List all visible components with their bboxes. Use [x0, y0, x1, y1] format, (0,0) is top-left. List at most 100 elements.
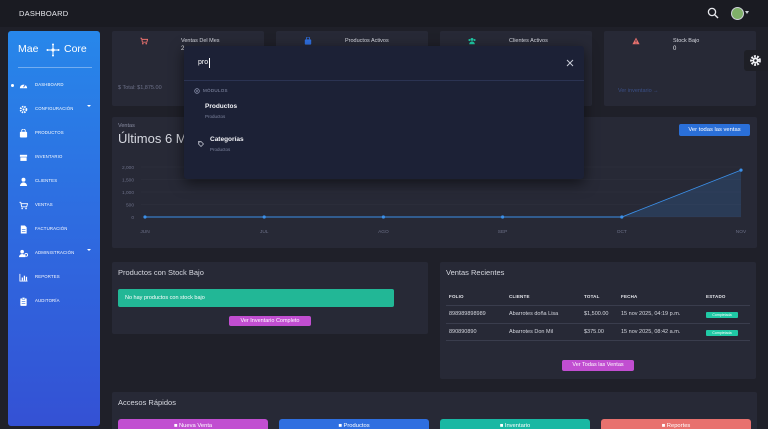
sidebar-item-facturacion[interactable]: FACTURACIÓN	[8, 223, 100, 237]
chevron-down-icon[interactable]	[745, 11, 749, 14]
table-header: CLIENTE	[509, 294, 530, 299]
chart-series-line	[145, 169, 742, 218]
search-modal: pro MÓDULOS Productos Productos Categorí…	[184, 46, 584, 179]
chart-point	[739, 168, 743, 172]
quick-button-label: Productos	[343, 423, 370, 429]
stat-footer: $ Total: $1,875.00	[118, 85, 162, 91]
chart-icon: ■	[661, 423, 667, 429]
sidebar-item-reportes[interactable]: REPORTES	[8, 271, 100, 285]
active-indicator	[11, 84, 14, 87]
top-bar: DASHBOARD	[0, 0, 768, 27]
search-input[interactable]: pro	[198, 59, 209, 66]
module-icon	[194, 88, 200, 94]
chart-y-tick-label: 2,000	[122, 165, 134, 171]
cart-icon	[140, 37, 148, 45]
stat-value: 2	[181, 46, 185, 52]
brand-logo[interactable]: Mae Core	[18, 43, 92, 57]
chart-x-tick-label: SEP	[498, 229, 508, 235]
cart-icon: ■	[173, 423, 179, 429]
quick-new-sale-button[interactable]: ■ Nueva Venta	[118, 419, 268, 429]
settings-button[interactable]	[744, 50, 768, 71]
chart-point	[381, 215, 385, 219]
section-title: Accesos Rápidos	[118, 398, 176, 407]
brand-name-right: Core	[64, 43, 87, 55]
recent-sales-card: Ventas Recientes	[440, 262, 756, 379]
sidebar-item-label: INVENTARIO	[35, 154, 63, 159]
users-cog-icon	[19, 249, 28, 258]
chart-y-tick-label: 1,500	[122, 177, 134, 183]
sidebar-item-label: VENTAS	[35, 202, 53, 207]
close-icon[interactable]	[566, 59, 574, 67]
table-cell: 898989898989	[449, 311, 486, 317]
inventory-link[interactable]: Ver inventario →	[618, 88, 659, 94]
quick-button-label: Inventario	[504, 423, 531, 429]
sidebar-item-label: AUDITORÍA	[35, 298, 60, 303]
table-header: TOTAL	[584, 294, 600, 299]
sidebar-item-label: REPORTES	[35, 274, 60, 279]
chart-point	[262, 215, 266, 219]
view-all-sales-button[interactable]: Ver todas las ventas	[679, 124, 750, 136]
invoice-icon	[20, 225, 27, 234]
brand-name-left: Mae	[18, 43, 39, 55]
sidebar-item-dashboard[interactable]: DASHBOARD	[8, 79, 100, 93]
sidebar-item-ventas[interactable]: VENTAS	[8, 199, 100, 213]
sidebar-item-productos[interactable]: PRODUCTOS	[8, 127, 100, 141]
chart-point	[620, 215, 624, 219]
stat-label: Productos Activos	[345, 38, 389, 44]
chevron-down-icon	[87, 105, 91, 107]
table-cell: Abarrotes Don Mil	[509, 329, 554, 335]
table-cell: 15 nov 2025, 04:19 p.m.	[621, 311, 681, 317]
sidebar-item-label: FACTURACIÓN	[35, 226, 68, 231]
quick-inventory-button[interactable]: ■ Inventario	[440, 419, 590, 429]
table-cell: 890890890	[449, 329, 477, 335]
sidebar-item-inventario[interactable]: INVENTARIO	[8, 151, 100, 165]
view-inventory-button[interactable]: Ver Inventario Completo	[229, 316, 311, 326]
chart-y-tick-label: 1,000	[122, 190, 134, 196]
chart-x-tick-label: NOV	[736, 229, 747, 235]
stat-card-stock: Stock Bajo 0 Ver inventario →	[604, 31, 756, 106]
status-badge: Completada	[706, 312, 738, 318]
sidebar-item-label: DASHBOARD	[35, 82, 64, 87]
result-name: Categorías	[210, 136, 244, 143]
quick-products-button[interactable]: ■ Productos	[279, 419, 429, 429]
cart-icon	[19, 201, 28, 210]
quick-reports-button[interactable]: ■ Reportes	[601, 419, 751, 429]
table-cell: 15 nov 2025, 08:42 a.m.	[621, 329, 681, 335]
table-divider	[446, 340, 750, 341]
stat-label: Stock Bajo	[673, 38, 700, 44]
stat-label: Ventas Del Mes	[181, 38, 220, 44]
quick-button-label: Reportes	[666, 423, 691, 429]
users-icon	[468, 37, 476, 45]
warning-icon	[632, 37, 640, 45]
table-divider	[446, 323, 750, 324]
chart-area	[145, 170, 741, 217]
chart-point	[143, 215, 147, 219]
sidebar-item-label: CONFIGURACIÓN	[35, 106, 74, 111]
table-cell: $375.00	[584, 329, 604, 335]
dashboard-icon	[19, 84, 28, 89]
sidebar-item-label: PRODUCTOS	[35, 130, 64, 135]
avatar[interactable]	[731, 7, 744, 20]
chart-y-tick-label: 0	[131, 215, 134, 221]
table-divider	[446, 305, 750, 306]
section-title: Ventas Recientes	[446, 268, 505, 277]
chart-icon	[19, 273, 28, 282]
sidebar-item-auditoria[interactable]: AUDITORÍA	[8, 295, 100, 309]
result-name: Productos	[205, 103, 238, 110]
search-icon[interactable]	[707, 7, 719, 19]
chart-x-tick-label: OCT	[617, 229, 627, 235]
sidebar-item-administracion[interactable]: ADMINISTRACIÓN	[8, 247, 100, 261]
low-stock-alert: No hay productos con stock bajo	[118, 289, 394, 307]
chart-subtitle: Ventas	[118, 123, 135, 129]
section-title: Productos con Stock Bajo	[118, 268, 204, 277]
result-meta: Productos	[210, 147, 231, 152]
sidebar-item-clientes[interactable]: CLIENTES	[8, 175, 100, 189]
bag-icon: ■	[338, 423, 344, 429]
section-label: MÓDULOS	[203, 88, 228, 93]
gear-icon	[750, 55, 761, 66]
result-meta: Productos	[205, 114, 226, 119]
sidebar-item-configuracion[interactable]: CONFIGURACIÓN	[8, 103, 100, 117]
view-all-recent-sales-button[interactable]: Ver Todas las Ventas	[562, 360, 634, 371]
status-badge: Completada	[706, 330, 738, 336]
table-header: FOLIO	[449, 294, 464, 299]
